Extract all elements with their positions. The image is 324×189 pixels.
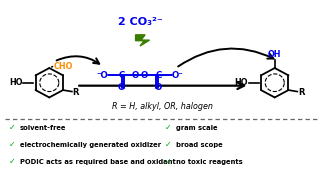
Text: 2 CO₃²⁻: 2 CO₃²⁻ [118, 17, 162, 27]
Text: C: C [155, 71, 161, 80]
Text: ✓: ✓ [165, 123, 172, 132]
Text: C: C [119, 71, 125, 80]
Text: OH: OH [268, 50, 282, 59]
Text: O: O [118, 83, 125, 92]
Text: ✓: ✓ [165, 140, 172, 149]
Text: R: R [73, 88, 79, 97]
Text: CHO: CHO [54, 62, 73, 71]
Text: R = H, alkyl, OR, halogen: R = H, alkyl, OR, halogen [111, 102, 213, 111]
Text: O: O [141, 71, 148, 80]
Text: O: O [132, 71, 139, 80]
Text: ✓: ✓ [9, 157, 16, 166]
Text: HO: HO [234, 78, 248, 87]
Text: O: O [155, 83, 162, 92]
Text: O⁻: O⁻ [172, 71, 184, 80]
Text: broad scope: broad scope [176, 142, 223, 148]
Text: PODIC acts as required base and oxidant: PODIC acts as required base and oxidant [20, 159, 176, 165]
Text: ✓: ✓ [9, 123, 16, 132]
Text: R: R [298, 88, 305, 97]
Text: gram scale: gram scale [176, 125, 217, 131]
Text: solvent-free: solvent-free [20, 125, 66, 131]
Polygon shape [135, 35, 150, 46]
Text: ⁻O: ⁻O [96, 71, 108, 80]
Text: electrochemically generated oxidizer: electrochemically generated oxidizer [20, 142, 161, 148]
Text: no toxic reagents: no toxic reagents [176, 159, 243, 165]
Text: HO: HO [9, 78, 22, 87]
Text: ✓: ✓ [9, 140, 16, 149]
Text: ✓: ✓ [165, 157, 172, 166]
